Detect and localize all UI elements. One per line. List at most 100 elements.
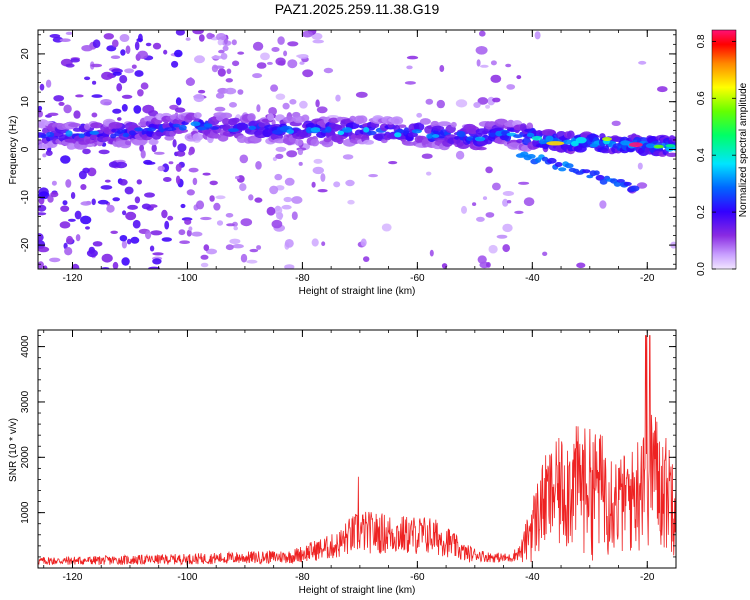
spectrogram-cell: [65, 130, 73, 137]
spectrogram-cell: [611, 120, 621, 127]
spectrogram-cell: [284, 264, 295, 269]
spectrogram-cell: [477, 97, 489, 105]
spectrogram-cell: [456, 131, 466, 137]
spectrogram-cell: [381, 223, 392, 232]
spectrogram-cell: [637, 162, 643, 170]
spectrogram-y-tick-label: 20: [20, 48, 31, 60]
spectrogram-cell: [256, 104, 261, 113]
snr-y-axis-label: SNR (10 * v/v): [8, 418, 19, 482]
spectrogram-cell: [247, 113, 256, 122]
spectrogram-cell: [426, 133, 433, 139]
spectrogram-cell: [490, 60, 497, 66]
spectrogram-cell: [229, 238, 241, 244]
snr-y-ticks: 1000 2000 3000 4000: [20, 335, 676, 569]
spectrogram-cell: [65, 63, 75, 68]
spectrogram-cell: [45, 79, 52, 88]
spectrogram-cell: [213, 202, 221, 211]
spectrogram-cell: [194, 55, 205, 64]
spectrogram-cell: [554, 162, 563, 167]
spectrogram-cell: [571, 140, 579, 147]
spectrogram-cell: [116, 83, 123, 92]
spectrogram-cell: [112, 261, 119, 269]
spectrogram-cell: [49, 257, 61, 263]
spectrogram-cell: [185, 37, 191, 41]
spectrogram-cell: [175, 150, 186, 157]
spectrogram-cell: [119, 235, 128, 242]
spectrogram-cell: [38, 105, 43, 111]
spectrogram-cell: [72, 127, 83, 132]
spectrogram-cell: [226, 68, 232, 75]
spectrogram-cell: [623, 181, 632, 186]
spectrogram-cell: [226, 223, 235, 227]
spectrogram-cell: [232, 244, 244, 249]
spectrogram-cell: [310, 127, 321, 133]
spectrogram-cell: [136, 38, 143, 42]
spectrogram-cell: [153, 151, 165, 155]
spectrogram-cell: [136, 179, 142, 185]
spectrogram-cell: [82, 167, 90, 174]
spectrogram-cell: [237, 89, 244, 95]
spectrogram-cell: [80, 184, 87, 190]
spectrogram-cell: [363, 256, 370, 262]
spectrogram-cell: [475, 46, 488, 55]
spectrogram-cell: [180, 203, 186, 209]
spectrogram-cell: [638, 60, 647, 65]
spectrogram-cell: [211, 64, 219, 73]
colorbar-ticks: 0.0 0.2 0.4 0.6 0.8: [696, 34, 736, 276]
spectrogram-cell: [302, 69, 314, 78]
spectrogram-cell: [70, 58, 80, 63]
spectrogram-cell: [287, 41, 299, 47]
spectrogram-cell: [66, 235, 74, 244]
spectrogram-cell: [130, 236, 140, 244]
spectrogram-cell: [196, 126, 207, 131]
spectrogram-cell: [64, 247, 73, 256]
spectrogram-cell: [236, 122, 248, 131]
spectrogram-cell: [210, 126, 219, 130]
spectrogram-cell: [286, 129, 294, 134]
spectrogram-cell: [78, 133, 85, 138]
spectrogram-cell: [203, 123, 213, 128]
spectrogram-cell: [485, 212, 495, 218]
spectrogram-cell: [143, 159, 153, 165]
spectrogram-cell: [200, 216, 212, 221]
spectrogram-cell: [90, 63, 103, 68]
spectrogram-cell: [121, 240, 127, 249]
spectrogram-cell: [270, 84, 279, 92]
spectrogram-cell: [73, 110, 81, 119]
spectrogram-cell: [110, 230, 118, 234]
spectrogram-cell: [112, 108, 122, 114]
spectrogram-cell: [502, 191, 515, 196]
spectrogram-cell: [70, 192, 76, 199]
spectrogram-cell: [140, 149, 146, 159]
spectrogram-cell: [134, 70, 144, 77]
spectrogram-y-tick-label: 0: [20, 146, 31, 152]
spectrogram-cell: [163, 49, 168, 55]
spectrogram-cell: [53, 95, 65, 102]
spectrogram-cell: [192, 133, 204, 141]
spectrogram-cell: [645, 143, 656, 149]
spectrogram-cell: [134, 127, 144, 132]
spectrogram-cell: [192, 177, 198, 186]
spectrogram-cell: [425, 98, 434, 105]
spectrogram-cell: [126, 238, 132, 245]
spectrogram-cell: [167, 215, 174, 221]
spectrogram-cell: [489, 132, 497, 138]
snr-plot-frame: [37, 329, 677, 569]
spectrogram-cell: [488, 244, 498, 254]
spectrogram-cell: [60, 155, 71, 164]
spectrogram-cell: [122, 132, 130, 138]
spectrogram-cell: [148, 266, 160, 269]
spectrogram-cell: [108, 121, 123, 129]
spectrogram-cell: [256, 62, 267, 69]
spectrogram-cell: [92, 80, 97, 85]
snr-x-tick-label: -100: [177, 572, 197, 583]
spectrogram-cell: [121, 94, 133, 99]
spectrogram-cell: [84, 76, 91, 81]
spectrogram-cell: [85, 226, 90, 230]
spectrogram-cell: [119, 179, 128, 186]
spectrogram-cell: [495, 130, 503, 137]
spectrogram-cell: [342, 127, 353, 133]
spectrogram-cell: [92, 241, 103, 247]
spectrogram-cell: [216, 33, 227, 41]
spectrogram-cell: [192, 30, 204, 35]
